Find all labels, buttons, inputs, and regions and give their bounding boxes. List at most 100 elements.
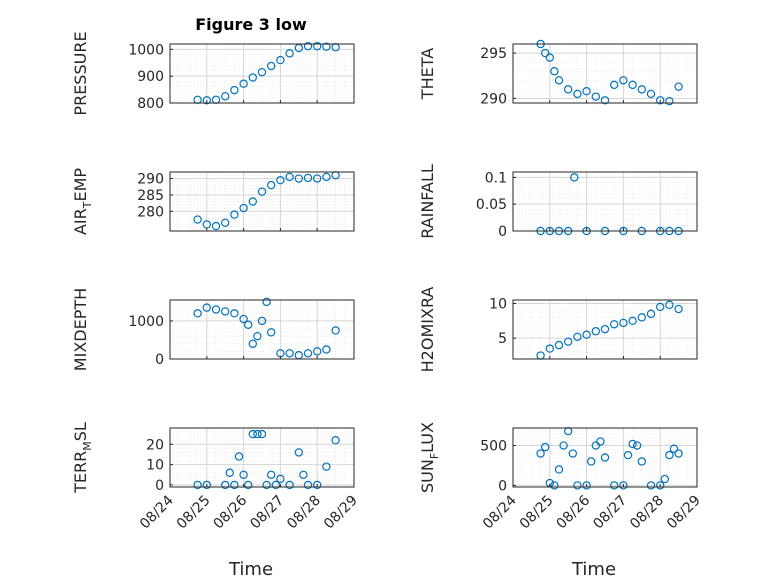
data-point (230, 480, 239, 490)
y-axis-label: RAINFALL (418, 164, 437, 239)
y-axis-label-part: AIR (71, 208, 90, 235)
subplot-2: 290 295 THETA (418, 39, 698, 107)
data-point (331, 436, 340, 445)
data-point (276, 474, 285, 484)
axes-box (169, 299, 355, 360)
data-point (628, 439, 637, 449)
data-point (313, 41, 322, 51)
data-point (294, 174, 303, 183)
data-point (322, 462, 331, 471)
y-axis-label-part: EMP (71, 168, 90, 202)
data-point (646, 309, 656, 319)
y-tick-label: 0 (498, 224, 507, 240)
data-point (211, 221, 221, 231)
data-point (285, 349, 294, 358)
x-tick-label: 08/25 (517, 493, 557, 533)
data-point (239, 470, 248, 479)
y-axis-label: MIXDEPTH (71, 288, 90, 371)
data-point (239, 79, 248, 88)
data-point (303, 41, 313, 51)
data-point (610, 481, 619, 490)
data-point (248, 429, 257, 439)
data-point (665, 300, 674, 310)
data-point (591, 327, 601, 336)
data-point (239, 203, 248, 213)
data-point (313, 480, 322, 490)
subplot-7: 0 10 20 TERRMSL 08/2408/2508/2608/2708/2808/… (71, 422, 361, 532)
y-tick-label: 20 (146, 437, 164, 453)
axes-box (512, 299, 698, 360)
plot-area (170, 44, 354, 103)
y-axis-label: SUNFLUX (418, 422, 441, 493)
data-point (225, 468, 234, 477)
y-tick-label: 290 (137, 172, 164, 188)
data-point (600, 453, 610, 462)
subplot-4: 0 0.05 0.1 RAINFALL (418, 164, 698, 240)
data-point (220, 307, 230, 316)
data-point (600, 96, 610, 105)
data-point (573, 481, 582, 490)
data-point (234, 452, 244, 461)
y-tick-label: 800 (137, 96, 164, 112)
data-point (656, 481, 665, 490)
y-tick-label: 0 (498, 478, 507, 494)
y-tick-label: 10 (489, 296, 507, 312)
data-point (573, 89, 582, 99)
y-axis-label-subscript: F (428, 453, 441, 459)
plot-area (513, 172, 697, 231)
data-point (285, 49, 294, 58)
x-tick-label: 08/26 (554, 492, 594, 532)
data-point (646, 89, 656, 99)
axes-box (169, 171, 355, 232)
data-point (674, 449, 683, 458)
data-point (610, 80, 619, 90)
x-tick-label: 08/29 (664, 493, 704, 533)
data-point (262, 480, 271, 490)
data-point (257, 316, 267, 326)
x-tick-label: 08/28 (284, 493, 324, 533)
data-point (193, 309, 202, 318)
data-point (267, 470, 276, 479)
y-axis-label-part: TERR (71, 451, 90, 494)
data-point (322, 345, 331, 354)
data-point (669, 444, 679, 453)
data-point (573, 332, 582, 341)
x-tick-label: 08/26 (211, 492, 251, 532)
data-point (674, 82, 683, 91)
data-point (637, 85, 647, 94)
subplot-1: 800 900 1000 PRESSURE (71, 31, 355, 116)
data-point (665, 450, 674, 460)
y-axis-label-subscript: M (81, 441, 94, 451)
data-point (587, 457, 596, 466)
data-point (239, 314, 248, 324)
data-point (202, 480, 211, 490)
data-point (248, 197, 257, 206)
data-point (230, 85, 239, 95)
y-tick-label: 0 (155, 352, 164, 368)
y-tick-label: 1000 (128, 42, 164, 58)
data-point (656, 302, 665, 312)
data-point (257, 187, 267, 196)
x-tick-label: 08/24 (137, 492, 177, 532)
data-point (628, 80, 637, 90)
data-point (596, 437, 605, 446)
data-point (267, 180, 276, 190)
y-tick-label: 900 (137, 69, 164, 85)
y-axis-label: TERRMSL (71, 422, 94, 494)
data-point (202, 303, 211, 312)
data-point (646, 481, 656, 490)
data-point (550, 481, 559, 490)
data-point (248, 73, 257, 82)
data-point (313, 347, 322, 356)
y-axis-label: H2OMIXRA (418, 287, 437, 373)
y-tick-label: 295 (480, 46, 507, 62)
data-point (331, 326, 340, 335)
x-tick-label: 08/24 (480, 492, 520, 532)
subplot-8: 0 500 SUNFLUX 08/2408/2508/2608/2708/2808/2… (418, 422, 704, 532)
data-point (637, 313, 647, 322)
y-axis-label: THETA (418, 48, 437, 100)
data-point (660, 474, 670, 484)
data-point (554, 76, 564, 85)
y-axis-label-part: SL (71, 422, 90, 441)
